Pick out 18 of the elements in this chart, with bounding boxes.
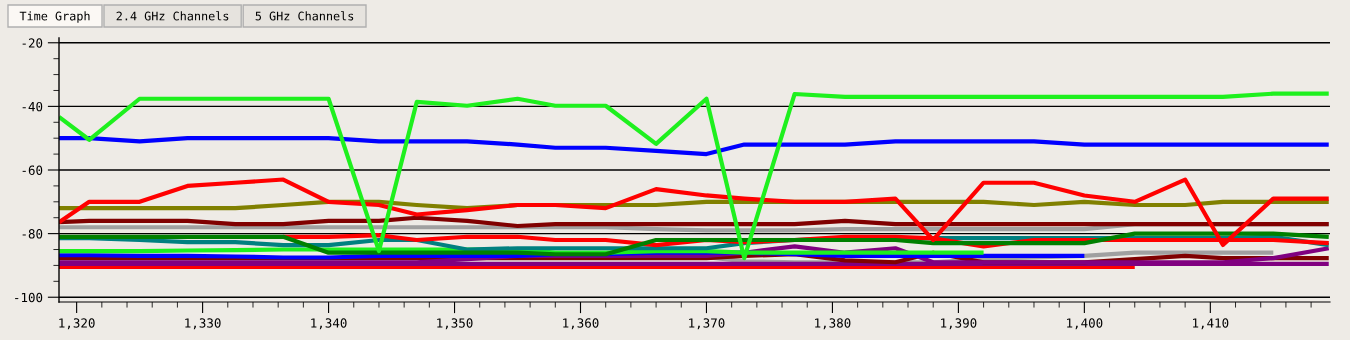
y-tick-label: -20 <box>22 38 43 48</box>
x-tick-label: 1,360 <box>563 318 599 330</box>
x-tick-label: 1,370 <box>689 318 725 330</box>
text: 5 GHz Channels <box>255 11 354 21</box>
text: Time Graph <box>19 11 90 23</box>
x-tick-label: 1,410 <box>1193 318 1229 330</box>
y-tick-label: -100 <box>15 292 43 303</box>
x-tick-label: 1,340 <box>311 318 347 330</box>
x-tick-label: 1,400 <box>1067 318 1103 330</box>
y-tick-label: -60 <box>22 165 43 175</box>
text: 2.4 GHz Channels <box>116 11 229 21</box>
x-tick-label: 1,380 <box>815 318 851 330</box>
x-tick-label: 1,330 <box>185 318 221 330</box>
y-tick-label: -80 <box>22 229 43 239</box>
y-tick-label: -40 <box>22 101 43 112</box>
x-tick-label: 1,390 <box>941 318 977 330</box>
x-tick-label: 1,350 <box>437 318 473 330</box>
x-tick-label: 1,320 <box>59 318 95 330</box>
